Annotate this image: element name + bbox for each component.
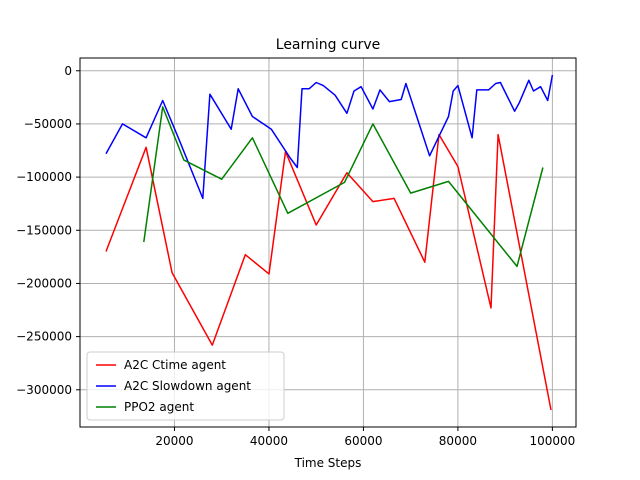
series-lines [105, 74, 554, 411]
y-axis: 0 −50000 −100000 −150000 −200000 −250000 −3000… [16, 64, 80, 397]
x-tick-label: 60000 [344, 434, 382, 448]
y-tick-label: −150000 [16, 223, 72, 237]
y-tick-label: −200000 [16, 276, 72, 290]
series-line-0 [105, 133, 552, 411]
x-tick-label: 40000 [250, 434, 288, 448]
x-axis-title: Time Steps [294, 456, 362, 470]
x-tick-label: 20000 [155, 434, 193, 448]
legend-label: A2C Slowdown agent [124, 379, 251, 393]
y-tick-label: −100000 [16, 170, 72, 184]
y-tick-label: −250000 [16, 330, 72, 344]
y-tick-label: −50000 [24, 117, 72, 131]
series-line-1 [105, 74, 554, 200]
x-axis: 20000 40000 60000 80000 100000 [155, 427, 575, 448]
x-tick-label: 80000 [439, 434, 477, 448]
chart-title: Learning curve [276, 37, 380, 53]
y-tick-label: −300000 [16, 383, 72, 397]
x-tick-label: 100000 [529, 434, 575, 448]
legend-box [86, 351, 285, 421]
legend-label: A2C Ctime agent [124, 358, 226, 372]
legend: A2C Ctime agent A2C Slowdown agent PPO2 ag… [86, 351, 285, 421]
y-tick-label: 0 [64, 64, 72, 78]
legend-label: PPO2 agent [124, 400, 194, 414]
plot-frame [79, 57, 577, 428]
series-line-2 [143, 106, 544, 268]
